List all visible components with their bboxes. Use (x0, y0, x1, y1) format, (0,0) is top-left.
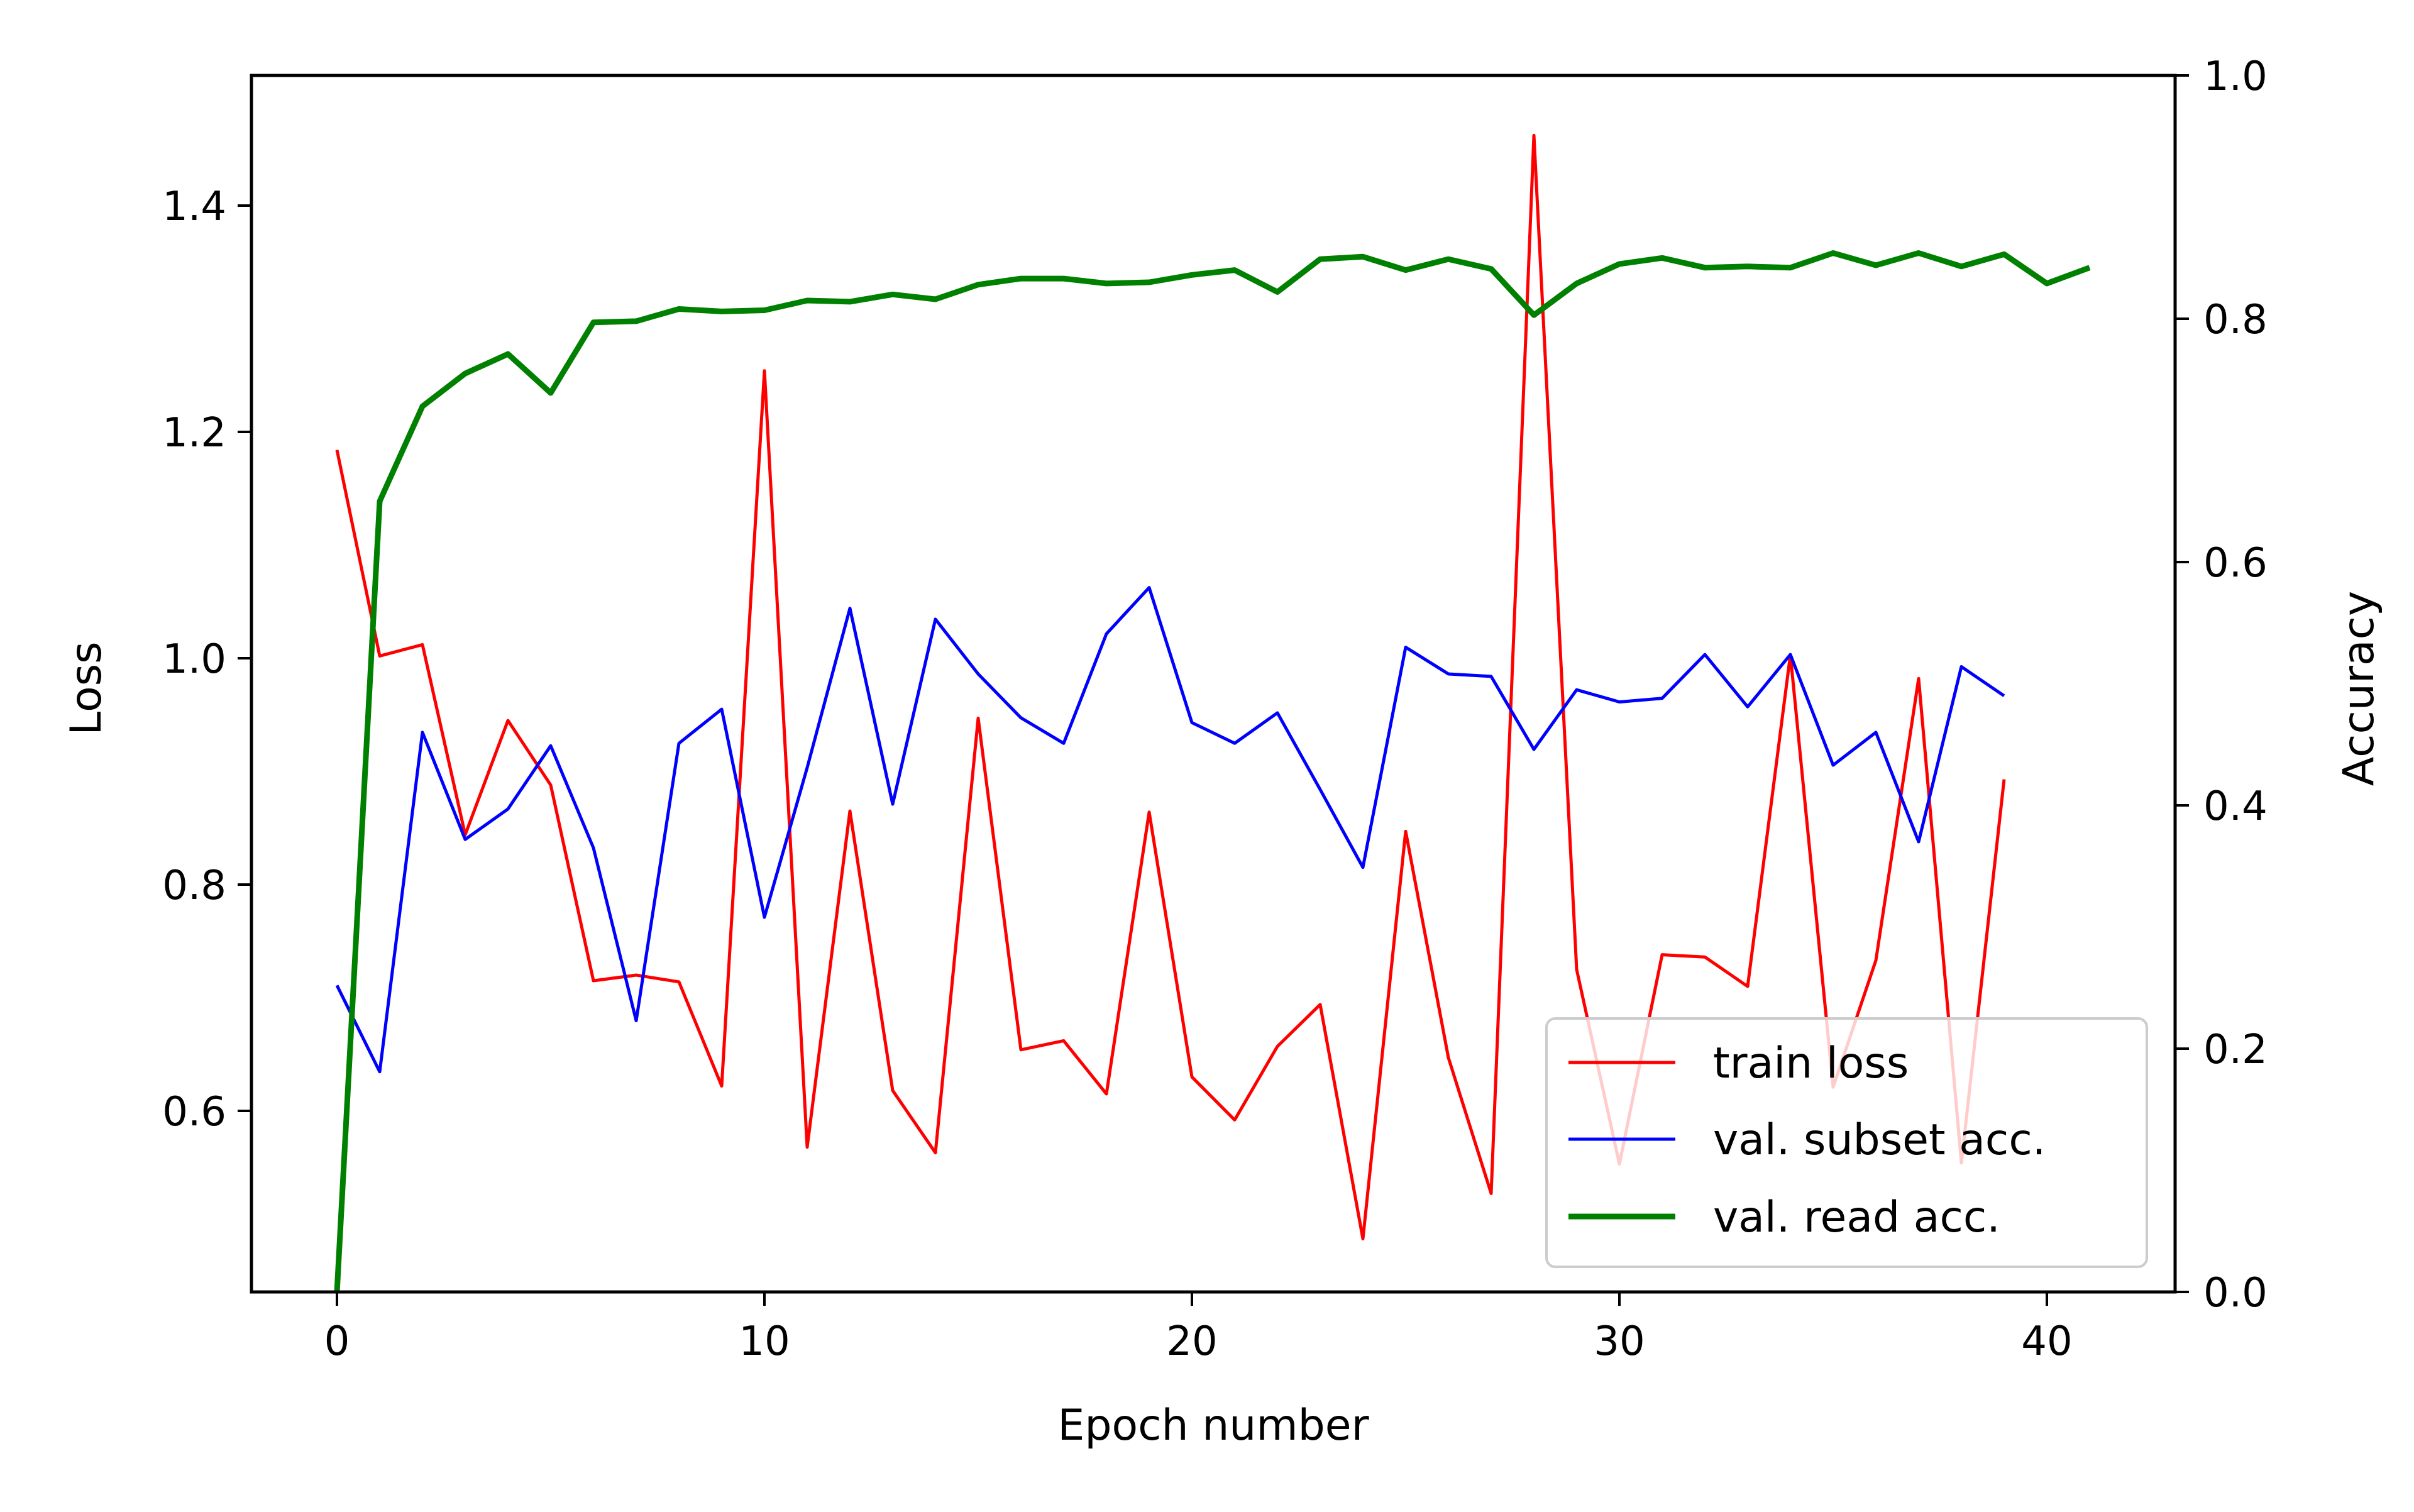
y-right-tick-label: 0.0 (2203, 1270, 2268, 1316)
y-axis-left-label: Loss (62, 641, 111, 735)
legend: train loss val. subset acc. val. read ac… (1545, 1017, 2148, 1268)
legend-label-val-subset-acc: val. subset acc. (1713, 1115, 2046, 1165)
x-tick-label: 30 (1594, 1318, 1645, 1365)
y-left-tick-label: 0.8 (162, 863, 226, 909)
legend-box (1545, 1017, 2148, 1268)
series-line-train-loss (335, 133, 2006, 1240)
y-right-tick-label: 0.4 (2203, 783, 2268, 830)
y-right-tick-label: 0.6 (2203, 540, 2268, 587)
y-right-tick-label: 1.0 (2203, 53, 2268, 100)
plot-frame (250, 74, 2177, 1294)
y-right-tick-label: 0.8 (2203, 297, 2268, 343)
x-axis-label: Epoch number (1057, 1401, 1369, 1450)
y-left-tick-label: 0.6 (162, 1089, 226, 1135)
legend-label-val-read-acc: val. read acc. (1713, 1193, 2000, 1242)
x-tick-label: 10 (739, 1318, 790, 1365)
series-line-val-subset-acc (335, 586, 2005, 1074)
x-tick-label: 20 (1166, 1318, 1217, 1365)
x-tick-label: 0 (324, 1318, 350, 1365)
legend-label-train-loss: train loss (1713, 1039, 1909, 1088)
y-axis-right-label: Accuracy (2334, 591, 2384, 786)
y-left-tick-label: 1.2 (162, 410, 226, 456)
y-left-tick-label: 1.4 (162, 184, 226, 230)
series-line-val-read-acc (334, 250, 2091, 1293)
y-right-tick-label: 0.2 (2203, 1027, 2268, 1073)
y-left-tick-label: 1.0 (162, 636, 226, 683)
x-tick-label: 40 (2021, 1318, 2072, 1365)
